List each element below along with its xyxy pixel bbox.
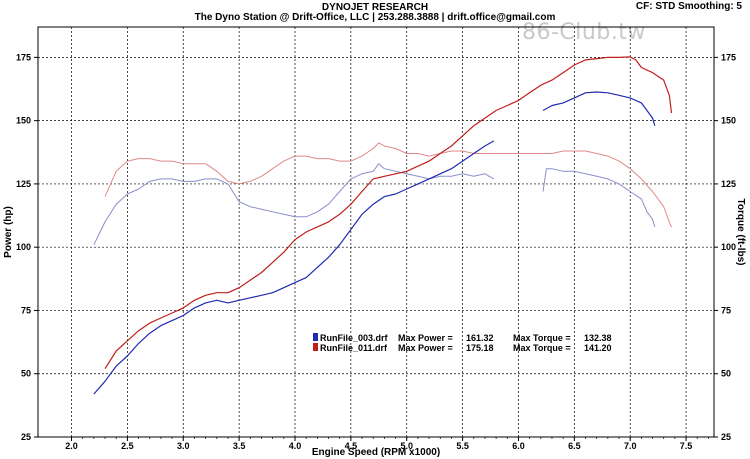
y-right-tick-labels: 25 50 75 100 125 150 175 — [721, 52, 736, 442]
y-right-tick-label: 125 — [721, 179, 736, 189]
legend-swatch-2 — [313, 343, 318, 351]
x-tick-label: 4.5 — [345, 441, 358, 451]
x-tick-label: 3.0 — [177, 441, 190, 451]
y-left-tick-label: 150 — [16, 116, 31, 126]
y-right-tick-label: 150 — [721, 116, 736, 126]
x-tick-label: 3.5 — [233, 441, 246, 451]
legend: RunFile_003.drf Max Power = 161.32 Max T… — [313, 333, 612, 353]
chart-title: DYNOJET RESEARCH — [321, 2, 429, 13]
x-tick-labels: 2.0 2.5 3.0 3.5 4.0 4.5 5.0 5.5 6.0 6.5 7.0 7.5 — [65, 441, 692, 451]
legend-max-power-2: 175.18 — [466, 343, 494, 353]
y-right-tick-label: 75 — [721, 305, 731, 315]
legend-max-torque-1: 132.38 — [584, 333, 612, 343]
y-right-axis-label: Torque (ft-lbs) — [735, 198, 746, 265]
x-tick-label: 5.5 — [456, 441, 469, 451]
correction-smoothing-label: CF: STD Smoothing: 5 — [635, 1, 742, 12]
grid — [34, 27, 718, 441]
legend-max-torque-2: 141.20 — [584, 343, 612, 353]
legend-max-power-label-1: Max Power = — [398, 333, 453, 343]
series-line-power-runfile-003-drf — [542, 91, 656, 126]
y-left-tick-label: 25 — [21, 432, 31, 442]
y-left-tick-label: 175 — [16, 52, 31, 62]
y-right-tick-label: 175 — [721, 52, 736, 62]
legend-max-torque-label-1: Max Torque = — [513, 333, 571, 343]
x-tick-label: 7.0 — [624, 441, 637, 451]
y-right-tick-label: 50 — [721, 369, 731, 379]
y-right-tick-label: 25 — [721, 432, 731, 442]
series-lines — [93, 56, 673, 395]
x-tick-label: 5.0 — [400, 441, 413, 451]
y-left-tick-label: 75 — [21, 305, 31, 315]
x-tick-label: 6.5 — [568, 441, 581, 451]
y-left-tick-label: 100 — [16, 242, 31, 252]
y-left-tick-label: 50 — [21, 369, 31, 379]
chart-subtitle: The Dyno Station @ Drift-Office, LLC | 2… — [194, 12, 556, 23]
series-line-torque-runfile-003-drf — [542, 168, 656, 228]
legend-max-power-label-2: Max Power = — [398, 343, 453, 353]
legend-max-power-1: 161.32 — [466, 333, 494, 343]
y-left-tick-labels: 25 50 75 100 125 150 175 — [16, 52, 31, 442]
x-axis-label: Engine Speed (RPM x1000) — [312, 447, 440, 458]
x-tick-label: 2.0 — [65, 441, 78, 451]
legend-max-torque-label-2: Max Torque = — [513, 343, 571, 353]
y-left-tick-label: 125 — [16, 179, 31, 189]
y-right-tick-label: 100 — [721, 242, 736, 252]
series-line-power-runfile-011-drf — [104, 56, 673, 370]
x-tick-label: 6.0 — [512, 441, 525, 451]
legend-swatch-1 — [313, 333, 318, 341]
legend-file-1: RunFile_003.drf — [320, 333, 389, 343]
x-tick-label: 7.5 — [680, 441, 693, 451]
plot-frame — [37, 26, 715, 438]
x-tick-label: 2.5 — [121, 441, 134, 451]
series-line-torque-runfile-011-drf — [104, 142, 672, 228]
y-left-axis-label: Power (hp) — [3, 206, 14, 258]
series-line-power-runfile-003-drf — [93, 140, 495, 395]
x-tick-label: 4.0 — [289, 441, 302, 451]
legend-file-2: RunFile_011.drf — [320, 343, 388, 353]
series-line-torque-runfile-003-drf — [93, 163, 495, 245]
watermark: 86-Club.tw — [522, 20, 646, 45]
